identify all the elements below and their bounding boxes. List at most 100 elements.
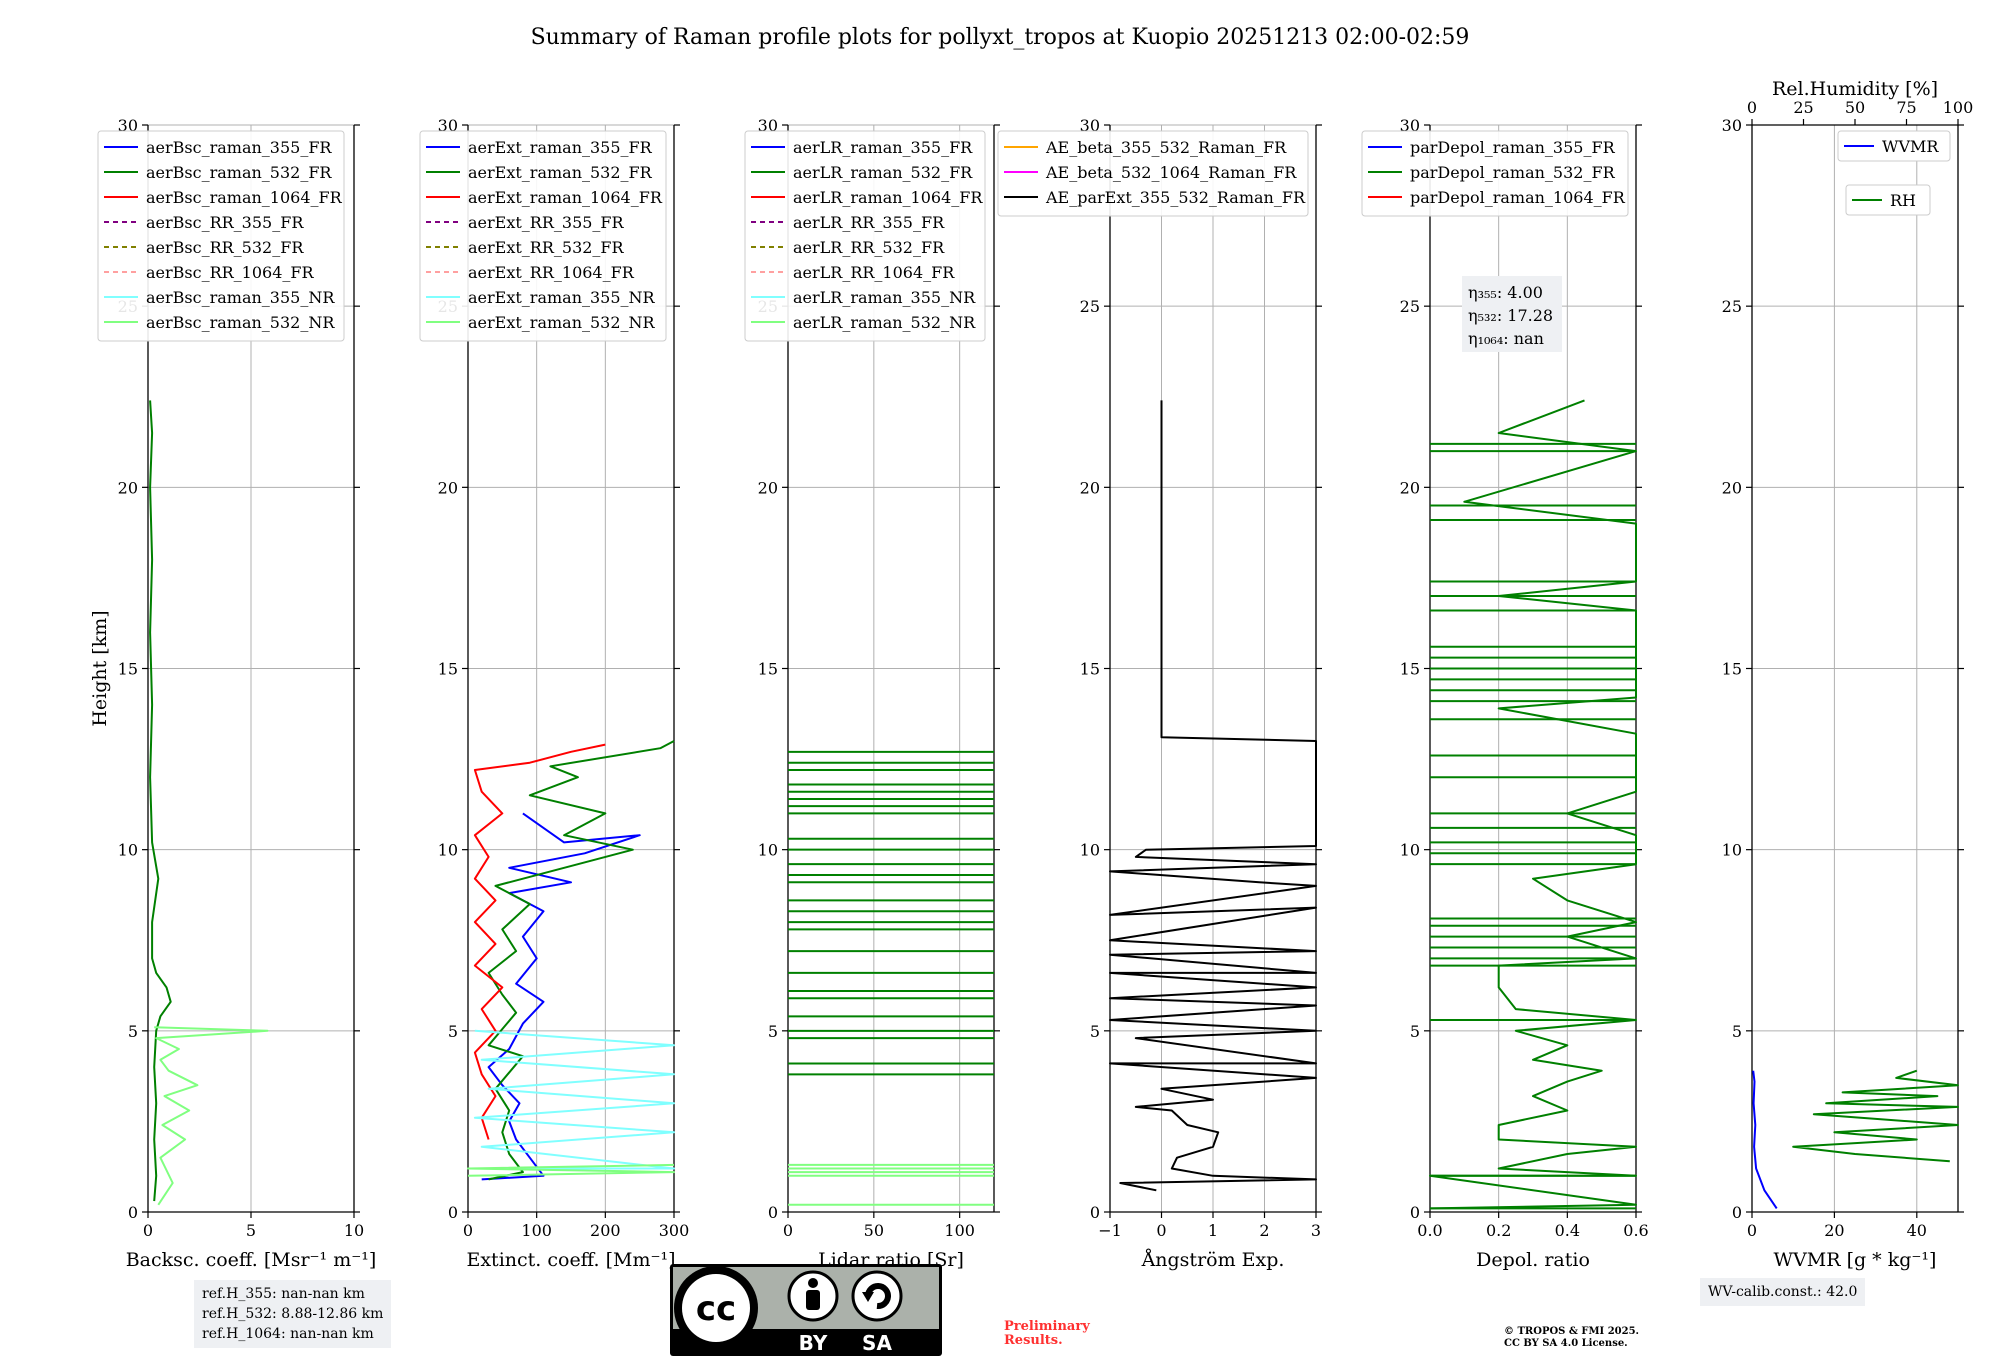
legend-label: aerLR_RR_355_FR [793,213,945,232]
legend-box [744,130,986,342]
ytick-label: 15 [118,660,138,679]
series-line-aerExt_raman_532_FR [487,740,675,1181]
xtick-label: 0.2 [1486,1221,1511,1240]
legend-label: aerExt_raman_1064_FR [468,188,663,207]
by-icon-head [808,1278,818,1288]
ref-h-532: ref.H_532: 8.88-12.86 km [202,1306,384,1322]
xtick-label: 0 [143,1221,153,1240]
series-line-RH [1792,1069,1959,1163]
ytick-label: 20 [118,478,138,497]
cc-by-text: BY [799,1331,828,1355]
eta-532-label: η₅₃₂: 17.28 [1468,306,1553,325]
legend-label: aerExt_raman_355_NR [468,288,656,307]
series-line-aerBsc_raman_532_NR [154,1026,269,1206]
ytick-label: 15 [1080,660,1100,679]
legend-label: parDepol_raman_532_FR [1410,163,1616,182]
xtick-label: −1 [1098,1221,1122,1240]
sa-icon [851,1270,903,1322]
legend-label: RH [1890,191,1916,210]
series-line-AE_parExt_355_532_Raman_FR [1109,400,1317,1192]
panel-extinction: 0510152025300100200300Extinct. coeff. [M… [419,116,690,1271]
x-axis-label: Depol. ratio [1476,1249,1590,1271]
ytick-label: 10 [118,841,138,860]
ytick-label: 5 [1090,1022,1100,1041]
x-axis-label: Ångström Exp. [1141,1249,1285,1271]
ytick-label: 20 [438,478,458,497]
legend-label: aerBsc_raman_1064_FR [146,188,343,207]
series-line-WVMR [1752,1070,1778,1209]
ytick-label: 15 [1400,660,1420,679]
ytick-label: 25 [1722,297,1742,316]
series-line-aerExt_raman_1064_FR [473,743,606,1140]
legend-label: aerExt_RR_355_FR [468,213,625,232]
figure-title: Summary of Raman profile plots for polly… [531,25,1470,50]
x-axis-label: WVMR [g * kg⁻¹] [1774,1249,1937,1271]
ytick-label: 20 [1400,478,1420,497]
series-line-aerExt_raman_355_FR [481,812,641,1181]
xtick-label: 2 [1259,1221,1269,1240]
legend-label: aerExt_raman_532_FR [468,163,653,182]
xtick-label: 20 [1824,1221,1844,1240]
ytick-label: 20 [1080,478,1100,497]
legend-label: aerLR_RR_1064_FR [793,263,955,282]
copyright-line-2: CC BY SA 4.0 License. [1504,1338,1628,1349]
ref-h-1064: ref.H_1064: nan-nan km [202,1326,374,1342]
series-line-aerExt_raman_355_NR [468,1029,675,1170]
legend-label: aerExt_RR_1064_FR [468,263,635,282]
x2tick-label: 100 [1943,98,1974,117]
ytick-label: 0 [128,1203,138,1222]
ytick-label: 25 [1400,297,1420,316]
legend-box [97,130,345,342]
legend-label: aerBsc_raman_355_FR [146,138,332,157]
wv-calibration-box: WV-calib.const.: 42.0 [1700,1278,1866,1306]
ref-h-355: ref.H_355: nan-nan km [202,1286,365,1302]
ytick-label: 30 [118,116,138,135]
y-axis-label: Height [km] [89,610,111,726]
ytick-label: 30 [1400,116,1420,135]
legend-label: AE_parExt_355_532_Raman_FR [1045,188,1306,207]
cc-by-sa-logo: cc BY SA [670,1264,942,1356]
legend-box [419,130,667,342]
wv-calib-const: WV-calib.const.: 42.0 [1708,1284,1858,1300]
copyright-note: © TROPOS & FMI 2025. CC BY SA 4.0 Licens… [1504,1326,1639,1350]
ytick-label: 5 [768,1022,778,1041]
sa-icon-arrowhead [862,1292,874,1302]
x2-axis-label: Rel.Humidity [%] [1772,78,1938,100]
ytick-label: 0 [1090,1203,1100,1222]
ytick-label: 10 [438,841,458,860]
ytick-label: 15 [758,660,778,679]
xtick-label: 200 [590,1221,621,1240]
ytick-label: 0 [1410,1203,1420,1222]
xtick-label: 50 [864,1221,884,1240]
xtick-label: 0 [1156,1221,1166,1240]
ytick-label: 15 [1722,660,1742,679]
xtick-label: 300 [659,1221,690,1240]
legend-box [1845,184,1931,216]
by-icon-body [806,1290,820,1310]
series-line-aerExt_raman_532_NR [467,1163,675,1177]
legend-label: aerLR_RR_532_FR [793,238,945,257]
xtick-label: 0.0 [1417,1221,1442,1240]
legend-label: aerLR_raman_1064_FR [793,188,983,207]
panel-backscatter: 0510152025300510Backsc. coeff. [Msr⁻¹ m⁻… [89,116,376,1271]
ytick-label: 20 [1722,478,1742,497]
legend-label: aerExt_raman_532_NR [468,313,656,332]
xtick-label: 100 [521,1221,552,1240]
legend-box [997,130,1309,217]
x2tick-label: 50 [1845,98,1865,117]
preliminary-line-2: Results. [1004,1333,1063,1348]
panels: 0510152025300510Backsc. coeff. [Msr⁻¹ m⁻… [89,78,1973,1271]
legend-label: parDepol_raman_355_FR [1410,138,1616,157]
panel-wvmr: 0 5 10 15 20 25 30 0 20 40 WVMR [g * kg⁻¹] 0 25 50 75 1… [1722,78,1974,1271]
legend-label: aerExt_RR_532_FR [468,238,625,257]
ytick-label: 10 [758,841,778,860]
series-line-parDepol_raman_532_FR [1429,399,1637,1210]
legend-label: aerLR_raman_532_FR [793,163,973,182]
legend-label: aerLR_raman_355_NR [793,288,976,307]
ytick-label: 5 [1410,1022,1420,1041]
xtick-label: 10 [344,1221,364,1240]
panel-depol: 0 5 10 15 20 25 30 0.0 0.2 0.4 0.6 Depol. ratio parD… [1361,116,1649,1271]
panel-lidar_ratio: 051015202530050100Lidar ratio [Sr]aerLR_… [744,116,1000,1271]
